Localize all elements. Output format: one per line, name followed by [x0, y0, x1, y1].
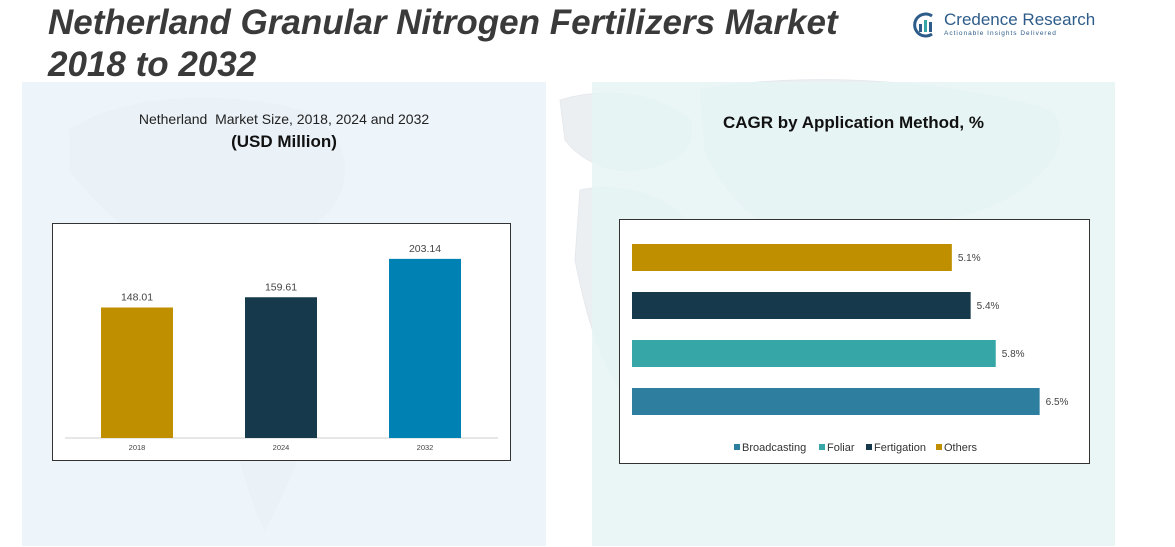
title-line-2: 2018 to 2032 [48, 45, 257, 84]
bar-others [632, 244, 952, 271]
market-size-subtitle: Netherland Market Size, 2018, 2024 and 2… [138, 111, 430, 127]
bar-2032 [389, 258, 461, 438]
brand-tagline: Actionable Insights Delivered [944, 30, 1057, 37]
brand-name: Credence Research [944, 10, 1096, 29]
page-title: Netherland Granular Nitrogen Fertilizers… [48, 2, 888, 86]
x-tick-label-2032: 2032 [417, 443, 434, 452]
cagr-chart: 5.1% 5.4% 5.8% 6.5% Broadcasting Foliar Fertig… [619, 219, 1090, 464]
legend-swatch-foliar [819, 444, 825, 450]
data-label-2032: 203.14 [409, 243, 441, 255]
legend-label-others: Others [944, 442, 978, 454]
data-label-broadcasting: 6.5% [1046, 397, 1069, 408]
title-line-1: Netherland Granular Nitrogen Fertilizers… [48, 3, 838, 42]
bar-2024 [245, 297, 317, 438]
legend-swatch-others [936, 444, 942, 450]
legend-label-broadcasting: Broadcasting [742, 442, 806, 454]
legend-label-foliar: Foliar [827, 442, 855, 454]
legend-swatch-broadcasting [734, 444, 740, 450]
credence-logo-icon [913, 12, 933, 38]
data-label-foliar: 5.8% [1002, 349, 1025, 360]
market-size-unit: (USD Million) [231, 132, 337, 151]
market-size-chart: 148.01 2018 159.61 2024 203.14 2032 [52, 223, 511, 461]
legend-swatch-fertigation [866, 444, 872, 450]
brand-logo: Credence Research Actionable Insights De… [910, 8, 1110, 42]
legend-label-fertigation: Fertigation [874, 442, 926, 454]
data-label-others: 5.1% [958, 253, 981, 264]
bar-fertigation [632, 292, 971, 319]
cagr-title: CAGR by Application Method, % [723, 113, 984, 132]
bar-foliar [632, 340, 996, 367]
x-tick-label-2018: 2018 [129, 443, 146, 452]
cagr-chart-svg: 5.1% 5.4% 5.8% 6.5% Broadcasting Foliar Fertig… [632, 244, 1069, 454]
chart-legend: Broadcasting Foliar Fertigation Others [734, 442, 978, 454]
data-label-2024: 159.61 [265, 281, 297, 293]
bar-broadcasting [632, 388, 1040, 415]
x-tick-label-2024: 2024 [273, 443, 290, 452]
data-label-fertigation: 5.4% [977, 301, 1000, 312]
market-size-chart-svg: 148.01 2018 159.61 2024 203.14 2032 [65, 243, 498, 452]
data-label-2018: 148.01 [121, 291, 153, 303]
bar-2018 [101, 307, 173, 438]
